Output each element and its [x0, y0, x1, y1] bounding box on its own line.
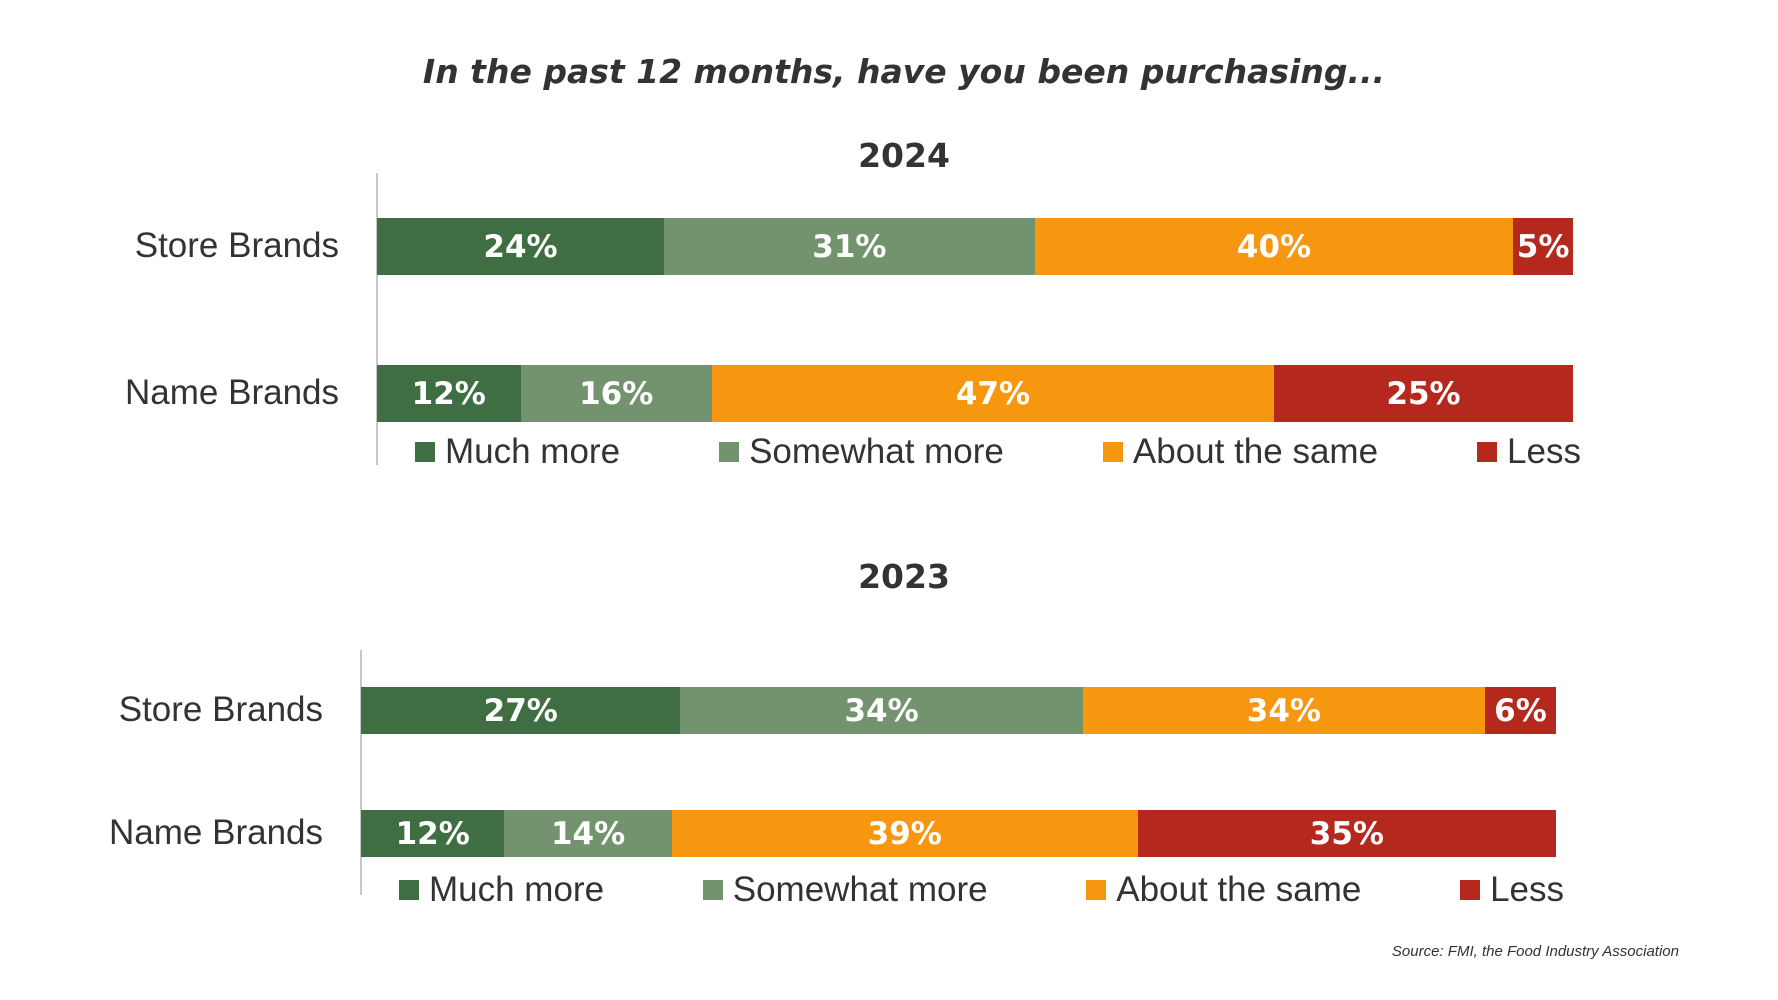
legend-label: Much more	[429, 870, 605, 909]
data-label: 47%	[955, 375, 1031, 412]
legend-swatch	[415, 442, 435, 462]
legend-item: About the same	[1086, 870, 1361, 910]
data-label: 34%	[1246, 692, 1321, 729]
legend-label: Less	[1490, 870, 1564, 909]
data-label: 16%	[579, 375, 654, 412]
bar-segment: 31%	[664, 218, 1035, 275]
legend-item: Somewhat more	[702, 870, 988, 910]
data-label: 12%	[395, 815, 470, 852]
bar-segment: 12%	[377, 365, 521, 422]
category-axis-line	[376, 173, 378, 465]
legend-label: Less	[1507, 432, 1581, 471]
legend-swatch	[1460, 880, 1481, 900]
category-label: Name Brands	[125, 372, 339, 412]
data-label: 6%	[1494, 692, 1547, 729]
data-label: 5%	[1516, 228, 1570, 265]
bar-segment: 5%	[1513, 218, 1573, 275]
legend: Much more Somewhat more About the same Less	[415, 432, 1581, 472]
data-label: 24%	[483, 228, 558, 265]
bar-segment: 39%	[671, 810, 1138, 857]
legend-label: About the same	[1132, 432, 1379, 471]
bar-segment: 24%	[377, 218, 665, 275]
legend-item: About the same	[1102, 432, 1379, 472]
legend-swatch	[719, 442, 740, 462]
bar-segment: 14%	[504, 810, 672, 857]
bar-segment: 40%	[1034, 218, 1514, 275]
chart-title: 2023	[858, 557, 950, 596]
legend-label: Somewhat more	[732, 870, 988, 909]
category-label: Store Brands	[134, 225, 339, 265]
stacked-bar: 27% 34% 34% 6%	[361, 687, 1556, 734]
source-note: Source: FMI, the Food Industry Associati…	[1391, 943, 1679, 960]
legend-label: Somewhat more	[749, 432, 1004, 471]
legend-swatch	[399, 880, 419, 900]
category-label: Name Brands	[109, 812, 323, 852]
legend: Much more Somewhat more About the same Less	[399, 870, 1564, 910]
chart-title: 2024	[858, 136, 950, 175]
bar-segment: 34%	[1082, 687, 1485, 734]
stacked-bar: 12% 14% 39% 35%	[361, 810, 1556, 857]
data-label: 27%	[483, 692, 558, 729]
legend-label: Much more	[445, 432, 621, 471]
bar-segment: 27%	[361, 687, 681, 734]
category-axis-line	[360, 650, 362, 895]
category-label: Store Brands	[118, 689, 323, 729]
legend-swatch	[1477, 442, 1498, 462]
data-label: 31%	[812, 228, 887, 265]
legend-label: About the same	[1116, 870, 1362, 909]
data-label: 34%	[844, 692, 919, 729]
legend-swatch	[1102, 442, 1123, 462]
stacked-bar: 24% 31% 40% 5%	[377, 218, 1573, 275]
bar-segment: 12%	[361, 810, 505, 857]
data-label: 12%	[411, 375, 486, 412]
bar-segment: 47%	[711, 365, 1274, 422]
legend-swatch	[702, 880, 723, 900]
legend-swatch	[1086, 880, 1107, 900]
bar-segment: 6%	[1485, 687, 1556, 734]
stacked-bar: 12% 16% 47% 25%	[377, 365, 1573, 422]
legend-item: Much more	[415, 432, 620, 472]
main-title: In the past 12 months, have you been pur…	[422, 52, 1386, 91]
data-label: 40%	[1236, 228, 1312, 265]
data-label: 14%	[550, 815, 626, 852]
legend-item: Less	[1460, 870, 1564, 910]
bar-segment: 34%	[680, 687, 1083, 734]
data-label: 39%	[867, 815, 942, 852]
bar-segment: 16%	[520, 365, 712, 422]
legend-item: Less	[1477, 432, 1581, 472]
legend-item: Somewhat more	[719, 432, 1004, 472]
bar-segment: 25%	[1274, 365, 1573, 422]
legend-item: Much more	[399, 870, 604, 910]
bar-segment: 35%	[1137, 810, 1556, 857]
data-label: 35%	[1309, 815, 1384, 852]
data-label: 25%	[1386, 375, 1461, 412]
